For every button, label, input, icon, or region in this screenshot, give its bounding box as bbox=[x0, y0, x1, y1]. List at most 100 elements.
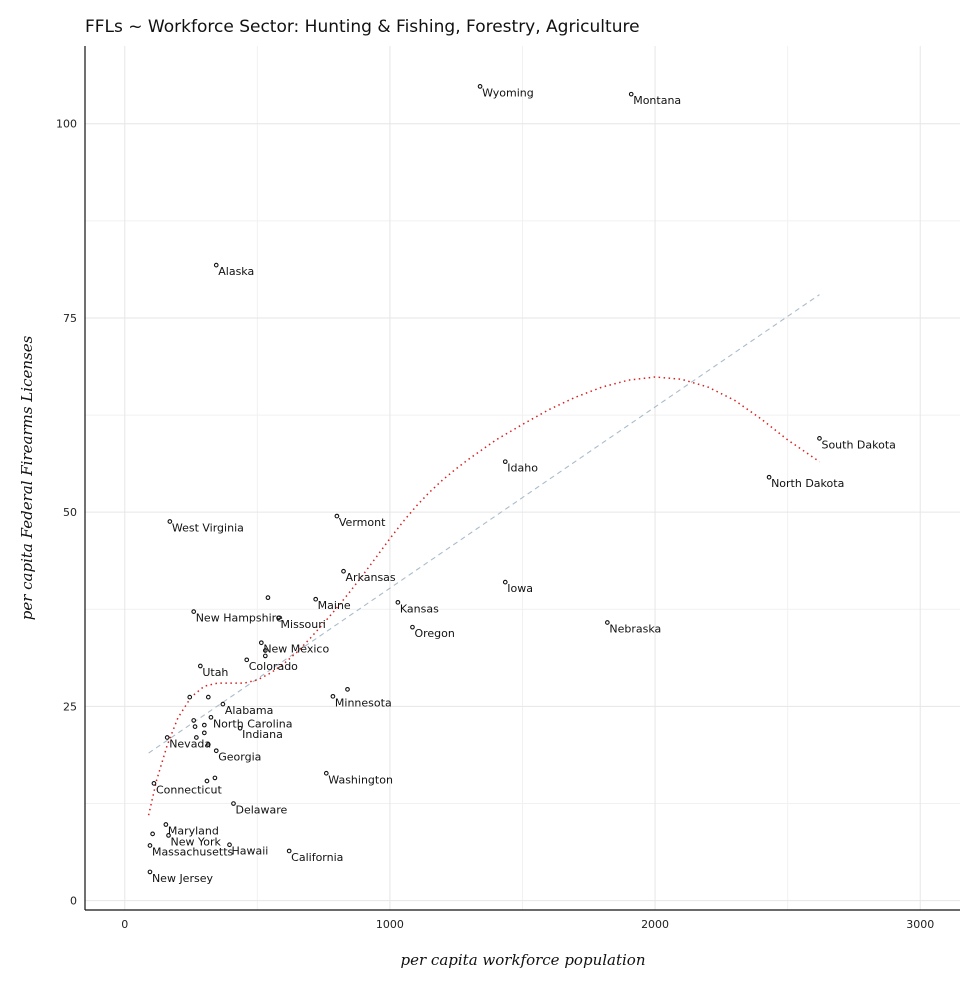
point-label: Nebraska bbox=[609, 623, 661, 636]
data-point bbox=[628, 91, 634, 97]
point-label: Iowa bbox=[507, 582, 533, 595]
point-label: Vermont bbox=[339, 516, 386, 529]
data-point bbox=[212, 775, 218, 781]
point-label: Arkansas bbox=[346, 571, 396, 584]
y-axis-title: per capita Federal Firearms Licenses bbox=[18, 335, 36, 620]
data-point bbox=[265, 595, 271, 601]
data-point bbox=[204, 778, 210, 784]
data-point bbox=[244, 657, 250, 663]
data-point bbox=[817, 436, 822, 441]
data-point bbox=[164, 735, 170, 740]
data-point bbox=[276, 615, 281, 621]
point-labels: Wyoming Montana Alaska South Dakota Idaho Nor… bbox=[152, 86, 896, 885]
data-point bbox=[262, 653, 268, 659]
point-label: North Carolina bbox=[213, 717, 293, 730]
point-label: New Mexico bbox=[263, 643, 329, 656]
data-point bbox=[147, 843, 153, 848]
point-label: Montana bbox=[633, 94, 681, 107]
point-label: New Hampshire bbox=[196, 612, 283, 625]
data-point bbox=[334, 513, 340, 519]
point-label: California bbox=[291, 851, 343, 864]
data-point bbox=[213, 262, 219, 268]
data-point bbox=[262, 648, 268, 653]
point-label: Georgia bbox=[218, 751, 261, 764]
point-label: Utah bbox=[202, 666, 228, 679]
point-label: Delaware bbox=[235, 804, 287, 817]
point-label: Oregon bbox=[414, 627, 454, 640]
y-tick-label: 100 bbox=[56, 118, 77, 131]
y-tick-label: 25 bbox=[63, 700, 77, 713]
point-label: Massachusetts bbox=[152, 846, 234, 859]
data-point bbox=[187, 694, 193, 700]
point-label: Maryland bbox=[168, 825, 219, 838]
loess-trend-line bbox=[147, 376, 820, 816]
data-point bbox=[410, 624, 415, 630]
point-label: Minnesota bbox=[335, 696, 392, 709]
data-point bbox=[192, 724, 198, 729]
point-label: Wyoming bbox=[482, 86, 534, 99]
trend-lines bbox=[147, 294, 820, 816]
point-label: Missouri bbox=[281, 618, 326, 631]
linear-trend-line bbox=[148, 294, 820, 754]
grid bbox=[85, 46, 960, 910]
data-point bbox=[166, 833, 171, 838]
x-tick-label: 1000 bbox=[376, 918, 404, 931]
data-point bbox=[208, 714, 214, 720]
point-label: Alaska bbox=[218, 265, 254, 278]
data-point bbox=[258, 640, 264, 646]
data-point bbox=[604, 620, 610, 625]
data-point bbox=[147, 869, 153, 875]
data-point bbox=[477, 84, 483, 89]
x-tick-label: 2000 bbox=[641, 918, 669, 931]
data-point bbox=[502, 579, 508, 585]
data-point bbox=[330, 693, 336, 699]
data-point bbox=[237, 725, 243, 731]
data-point bbox=[341, 568, 346, 574]
point-label: New Jersey bbox=[152, 872, 214, 885]
data-point bbox=[201, 722, 207, 728]
data-point bbox=[191, 718, 197, 723]
data-point bbox=[151, 781, 157, 786]
data-point bbox=[766, 474, 772, 480]
chart-title: FFLs ~ Workforce Sector: Hunting & Fishi… bbox=[85, 17, 640, 37]
point-label: Kansas bbox=[400, 602, 439, 615]
data-point bbox=[205, 742, 211, 747]
y-tick-label: 0 bbox=[70, 895, 77, 908]
data-point bbox=[150, 831, 155, 837]
data-point bbox=[227, 842, 232, 848]
point-label: Washington bbox=[328, 773, 393, 786]
x-tick-label: 3000 bbox=[906, 918, 934, 931]
data-point bbox=[220, 701, 226, 707]
data-point bbox=[313, 596, 319, 602]
point-label: North Dakota bbox=[771, 477, 844, 490]
tick-labels: 0 1000 2000 3000 0 25 50 75 100 bbox=[56, 118, 934, 931]
data-point bbox=[205, 694, 211, 700]
axes bbox=[84, 46, 960, 911]
data-point bbox=[167, 519, 173, 524]
point-label: Hawaii bbox=[232, 845, 269, 858]
data-point bbox=[502, 459, 508, 465]
data-point bbox=[323, 770, 329, 776]
point-label: Nevada bbox=[169, 738, 211, 751]
point-label: Maine bbox=[318, 599, 351, 612]
x-axis-title: per capita workforce population bbox=[401, 951, 646, 969]
data-point bbox=[191, 609, 197, 614]
data-point bbox=[201, 730, 207, 736]
point-label: Colorado bbox=[249, 660, 298, 673]
data-point bbox=[194, 735, 199, 740]
data-point bbox=[213, 748, 219, 754]
point-label: West Virginia bbox=[172, 522, 244, 535]
y-tick-label: 75 bbox=[63, 312, 77, 325]
point-label: Connecticut bbox=[156, 783, 223, 796]
data-point bbox=[163, 822, 169, 827]
x-tick-label: 0 bbox=[121, 918, 128, 931]
y-tick-label: 50 bbox=[63, 506, 77, 519]
point-label: Alabama bbox=[225, 704, 274, 717]
data-points bbox=[147, 84, 822, 875]
data-point bbox=[345, 686, 350, 692]
data-point bbox=[286, 848, 292, 854]
data-point bbox=[395, 599, 401, 605]
point-label: Idaho bbox=[507, 462, 538, 475]
data-point bbox=[197, 663, 203, 669]
